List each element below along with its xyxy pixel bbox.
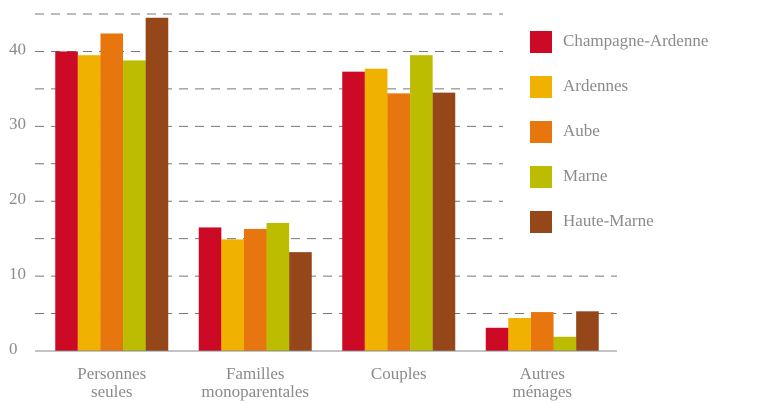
bar [198,227,222,351]
bar [410,55,433,351]
y-tick-label: 20 [9,189,26,208]
bar [123,60,146,351]
bar [432,92,456,351]
bar [266,222,290,351]
bar [576,311,599,351]
x-tick-label-line: Personnes [77,364,146,383]
x-tick-label: Autres ménages [513,364,572,401]
legend-swatch [530,121,552,143]
y-tick-label: 0 [9,339,18,358]
bar [485,327,509,351]
bar [243,228,267,351]
y-tick-label: 10 [9,264,26,283]
legend-label: Haute-Marne [563,211,654,230]
x-tick-label: Personnes seules [77,364,146,401]
bar [387,93,411,351]
bar [77,55,101,351]
legend-label: Champagne-Ardenne [563,31,708,50]
bar [55,51,78,351]
x-tick-label-line: seules [91,382,133,401]
legend-swatch [530,166,552,188]
bar [100,33,124,352]
x-tick-label: Couples [371,364,427,383]
bar [145,17,169,351]
x-tick-label-line: monoparentales [201,382,309,401]
bar [530,312,554,351]
bar [364,68,388,352]
bar [553,336,577,351]
x-tick-label: Familles monoparentales [201,364,309,401]
y-tick-label: 30 [9,114,26,133]
x-tick-label-line: Autres [520,364,565,383]
legend-swatch [530,76,552,98]
legend-label: Marne [563,166,607,185]
x-tick-label-line: Familles [226,364,285,383]
bar [508,318,531,351]
bar [289,252,312,351]
x-tick-label-line: Couples [371,364,427,383]
legend-label: Ardennes [563,76,628,95]
legend-swatch [530,211,552,233]
bar [221,239,244,351]
y-tick-label: 40 [9,39,26,58]
bar [342,71,365,352]
legend-label: Aube [563,121,600,140]
x-tick-label-line: ménages [513,382,572,401]
legend-swatch [530,31,552,53]
